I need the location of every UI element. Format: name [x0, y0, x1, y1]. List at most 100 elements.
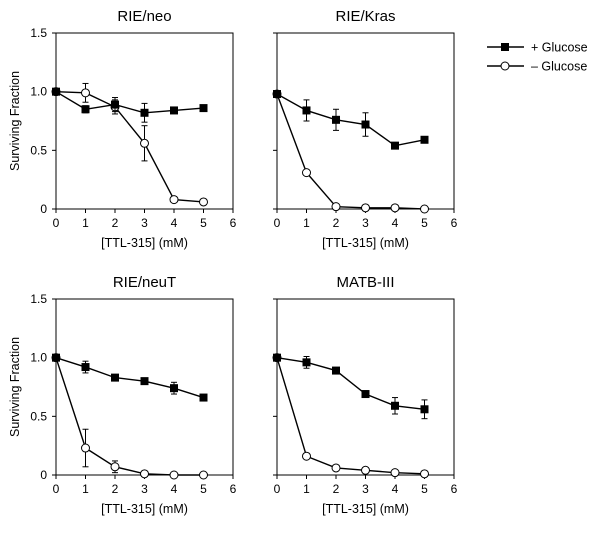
data-point-square	[391, 401, 399, 410]
series-plus-glucose	[52, 353, 208, 402]
x-tick-label: 1	[82, 482, 89, 496]
data-point-square	[52, 87, 60, 96]
data-point-square	[81, 105, 90, 114]
data-point-circle	[420, 204, 429, 214]
x-tick-label: 4	[171, 482, 178, 496]
data-point-square	[140, 377, 149, 386]
x-tick-label: 2	[333, 482, 340, 496]
data-point-square	[332, 115, 340, 124]
data-point-circle	[81, 88, 90, 98]
x-tick-label: 6	[230, 216, 237, 230]
series-minus-glucose	[272, 89, 429, 214]
data-point-square	[111, 100, 119, 109]
data-point-square	[273, 353, 281, 362]
data-point-circle	[199, 470, 208, 480]
legend-item-plus-glucose: + Glucose	[487, 41, 588, 55]
series-minus-glucose	[51, 353, 208, 480]
x-tick-label: 3	[362, 216, 369, 230]
chart-panel: MATB-III 0 1 2 3 4 5 6 [TTL-315] (mM)	[272, 274, 458, 516]
y-tick-label: 1.0	[30, 85, 47, 99]
series-line	[55, 356, 204, 399]
data-point-circle	[140, 138, 149, 148]
y-tick-label: 0	[40, 202, 47, 216]
data-point-square	[170, 106, 178, 115]
x-tick-label: 6	[451, 216, 458, 230]
series-line	[55, 90, 204, 203]
data-point-circle	[81, 443, 90, 453]
data-point-square	[170, 384, 178, 393]
data-point-square	[52, 353, 60, 362]
chart-panel: RIE/neuT 0 1 2 3 4 5 6 0 0.5 1.0 1.5 [TTL-315] (mM) S…	[8, 274, 237, 516]
x-axis-label: [TTL-315] (mM)	[101, 236, 188, 250]
data-point-circle	[110, 462, 120, 472]
chart-panel: RIE/neo 0 1 2 3 4 5 6 0 0.5 1.0 1.5 [TTL-315] (mM) Su…	[8, 8, 237, 250]
legend: + Glucose – Glucose	[487, 41, 588, 74]
x-tick-label: 5	[421, 482, 428, 496]
data-point-circle	[140, 469, 149, 479]
series-plus-glucose	[52, 87, 208, 123]
series-line	[55, 357, 204, 476]
data-point-square	[391, 141, 399, 150]
series-plus-glucose	[273, 90, 429, 150]
y-tick-label: 1.5	[30, 292, 47, 306]
series-minus-glucose	[272, 353, 429, 479]
x-tick-label: 3	[362, 482, 369, 496]
data-point-circle	[390, 203, 400, 213]
data-point-square	[199, 104, 208, 113]
x-tick-label: 3	[141, 482, 148, 496]
series-minus-glucose	[51, 82, 208, 207]
data-point-square	[361, 120, 370, 129]
data-point-circle	[331, 202, 341, 212]
series-line	[276, 93, 425, 210]
data-point-square	[361, 390, 370, 399]
data-point-square	[140, 108, 149, 117]
x-tick-label: 5	[200, 482, 207, 496]
x-tick-label: 2	[333, 216, 340, 230]
x-tick-label: 4	[392, 482, 399, 496]
data-point-circle	[169, 195, 179, 205]
series-line	[276, 356, 425, 410]
data-point-square	[420, 405, 429, 414]
data-point-square	[332, 366, 340, 375]
data-point-circle	[361, 203, 370, 213]
x-axis-label: [TTL-315] (mM)	[322, 236, 409, 250]
data-point-circle	[331, 463, 341, 473]
x-tick-label: 0	[53, 482, 60, 496]
x-tick-label: 0	[274, 482, 281, 496]
data-point-circle	[361, 465, 370, 475]
series-line	[55, 91, 204, 114]
data-point-square	[111, 373, 119, 382]
data-point-circle	[302, 168, 311, 178]
x-axis-label: [TTL-315] (mM)	[101, 502, 188, 516]
x-tick-label: 1	[303, 216, 310, 230]
legend-label: – Glucose	[531, 60, 587, 74]
x-tick-label: 2	[112, 216, 119, 230]
panel-title: RIE/neuT	[113, 274, 176, 291]
data-point-square	[81, 363, 90, 372]
data-point-circle	[302, 451, 311, 461]
x-axis-label: [TTL-315] (mM)	[322, 502, 409, 516]
data-point-square	[420, 135, 429, 144]
x-tick-label: 4	[171, 216, 178, 230]
legend-circle-marker	[500, 61, 510, 71]
x-tick-label: 3	[141, 216, 148, 230]
data-point-square	[302, 106, 311, 115]
panel-title: MATB-III	[336, 274, 394, 291]
data-point-circle	[169, 470, 179, 480]
x-tick-label: 6	[451, 482, 458, 496]
legend-item-minus-glucose: – Glucose	[487, 60, 587, 74]
chart-panel: RIE/Kras 0 1 2 3 4 5 6 [TTL-315] (mM)	[272, 8, 458, 250]
data-point-square	[302, 358, 311, 367]
x-tick-label: 0	[53, 216, 60, 230]
x-tick-label: 1	[303, 482, 310, 496]
x-tick-label: 5	[421, 216, 428, 230]
x-tick-label: 0	[274, 216, 281, 230]
y-axis-label: Surviving Fraction	[8, 337, 22, 437]
x-tick-label: 5	[200, 216, 207, 230]
x-tick-label: 6	[230, 482, 237, 496]
series-line	[276, 93, 425, 147]
panel-title: RIE/neo	[117, 8, 171, 25]
series-plus-glucose	[273, 353, 429, 420]
y-tick-label: 0.5	[30, 143, 47, 157]
